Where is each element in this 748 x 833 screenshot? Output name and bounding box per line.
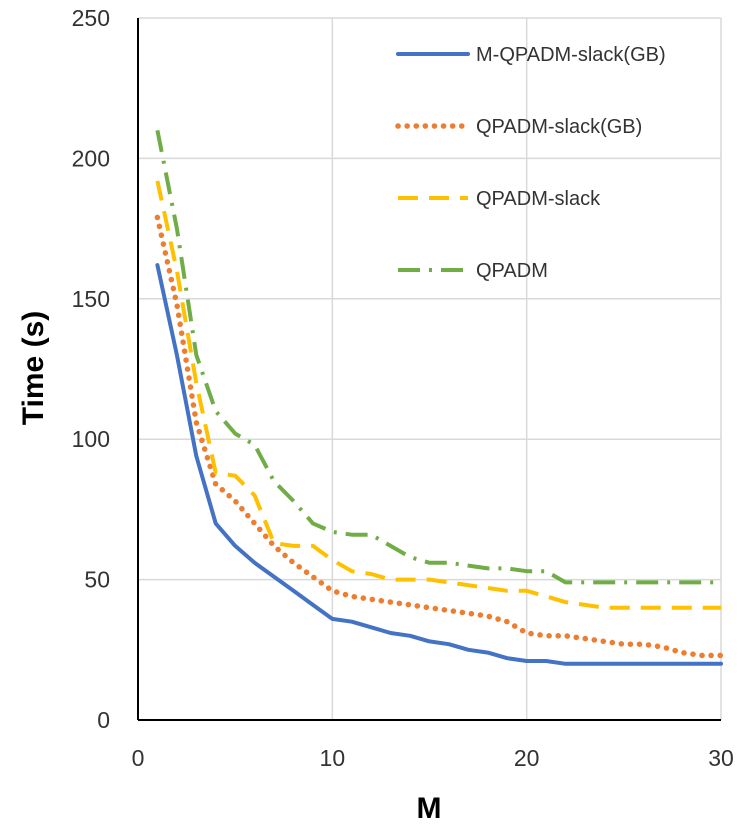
- series-line-qpadm: [155, 129, 721, 585]
- x-tick-label: 0: [132, 745, 145, 771]
- y-tick-label: 50: [84, 567, 110, 593]
- x-tick-label: 20: [514, 745, 540, 771]
- y-tick-label: 100: [72, 426, 110, 452]
- axes: 0 50 100 150 200 250 0 10 20 30: [72, 5, 734, 771]
- y-tick-label: 150: [72, 286, 110, 312]
- x-tick-label: 30: [708, 745, 734, 771]
- y-tick-label: 250: [72, 5, 110, 31]
- y-tick-label: 0: [97, 707, 110, 733]
- legend-label: QPADM-slack: [476, 188, 601, 210]
- y-axis-title: Time (s): [17, 311, 50, 425]
- series-lines: [154, 129, 724, 666]
- grid: [138, 17, 722, 720]
- legend: M-QPADM-slack(GB) QPADM-slack(GB) QPADM-sl…: [395, 44, 666, 282]
- y-tick-label: 200: [72, 145, 110, 171]
- x-axis-title: M: [417, 792, 442, 825]
- legend-label: M-QPADM-slack(GB): [476, 44, 666, 66]
- x-tick-label: 10: [320, 745, 346, 771]
- legend-label: QPADM-slack(GB): [476, 116, 642, 138]
- legend-label: QPADM: [476, 260, 548, 282]
- series-line-m-qpadm-slack-gb: [155, 263, 723, 666]
- series-line-qpadm-slack: [155, 180, 721, 610]
